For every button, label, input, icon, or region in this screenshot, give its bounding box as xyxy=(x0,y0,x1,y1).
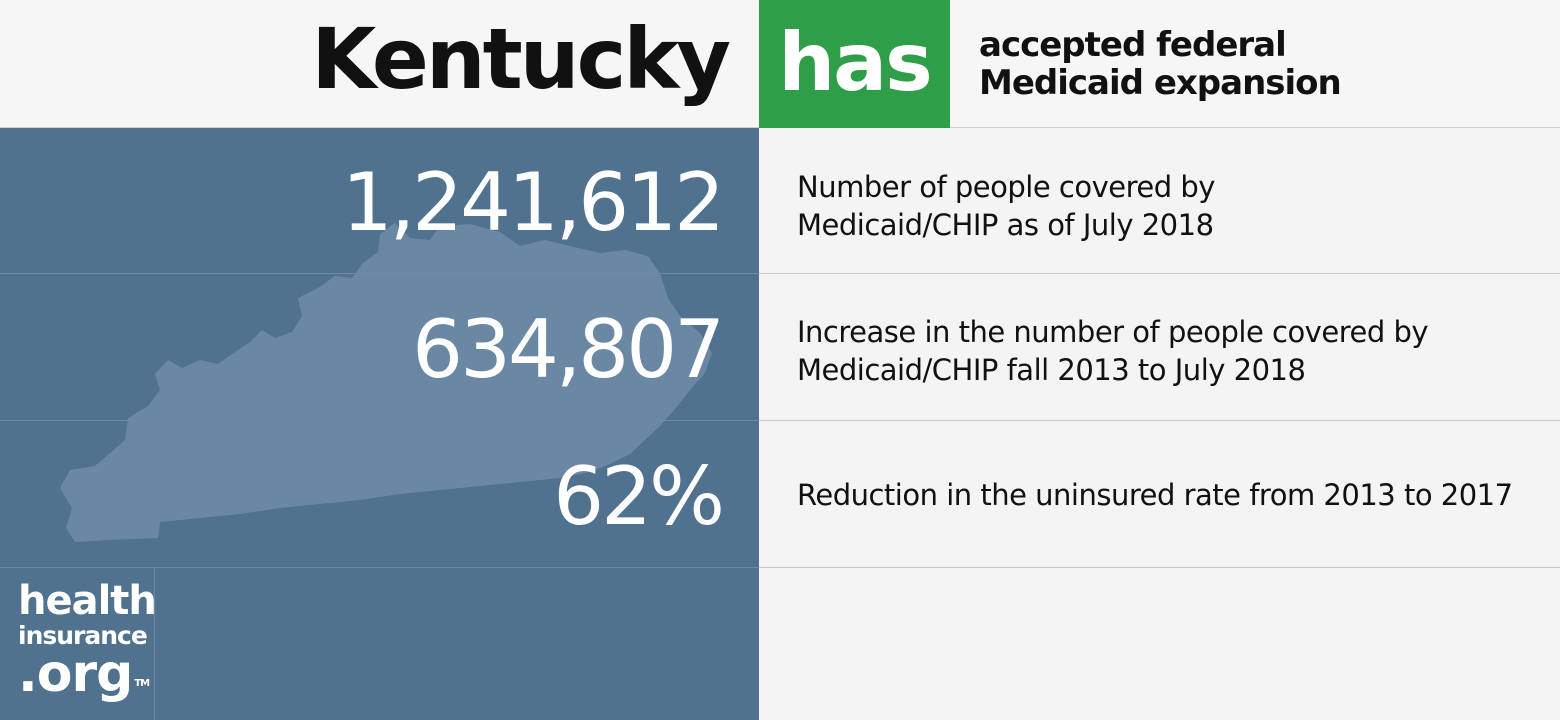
row-divider xyxy=(0,273,759,274)
descriptions-panel xyxy=(759,128,1560,720)
logo-line-health: health xyxy=(18,578,157,624)
header-band: Kentucky has accepted federal Medicaid e… xyxy=(0,0,1560,128)
healthinsurance-logo: health insurance .org TM xyxy=(18,578,157,700)
stat-desc-covered-line2: Medicaid/CHIP as of July 2018 xyxy=(797,208,1214,242)
stat-desc-increase: Increase in the number of people covered… xyxy=(797,313,1537,389)
logo-line-org: .org TM xyxy=(18,648,156,700)
status-badge: has xyxy=(759,0,950,128)
kentucky-map-icon xyxy=(60,223,712,542)
stat-desc-covered: Number of people covered by Medicaid/CHI… xyxy=(797,168,1537,244)
status-word: has xyxy=(778,16,933,109)
state-name: Kentucky xyxy=(311,10,731,108)
stat-value-covered: 1,241,612 xyxy=(341,156,725,249)
row-divider xyxy=(759,420,1560,421)
row-divider xyxy=(759,567,1560,568)
expansion-description-line2: Medicaid expansion xyxy=(979,63,1342,103)
expansion-description-line1: accepted federal xyxy=(979,25,1287,65)
trademark-mark: TM xyxy=(134,678,150,689)
expansion-description: accepted federal Medicaid expansion xyxy=(979,25,1342,103)
logo-org-text: .org xyxy=(18,644,133,704)
stat-desc-reduction: Reduction in the uninsured rate from 201… xyxy=(797,476,1537,514)
logo-line-insurance: insurance xyxy=(18,621,148,650)
row-divider xyxy=(759,273,1560,274)
stat-desc-increase-line1: Increase in the number of people covered… xyxy=(797,315,1429,349)
stat-value-reduction: 62% xyxy=(553,450,725,543)
stat-desc-increase-line2: Medicaid/CHIP fall 2013 to July 2018 xyxy=(797,353,1306,387)
logo-divider xyxy=(154,568,155,720)
stat-desc-covered-line1: Number of people covered by xyxy=(797,170,1215,204)
stat-desc-reduction-line1: Reduction in the uninsured rate from 201… xyxy=(797,478,1513,512)
stat-value-increase: 634,807 xyxy=(412,303,725,396)
row-divider xyxy=(0,567,759,568)
row-divider xyxy=(0,420,759,421)
stats-panel xyxy=(0,128,759,720)
